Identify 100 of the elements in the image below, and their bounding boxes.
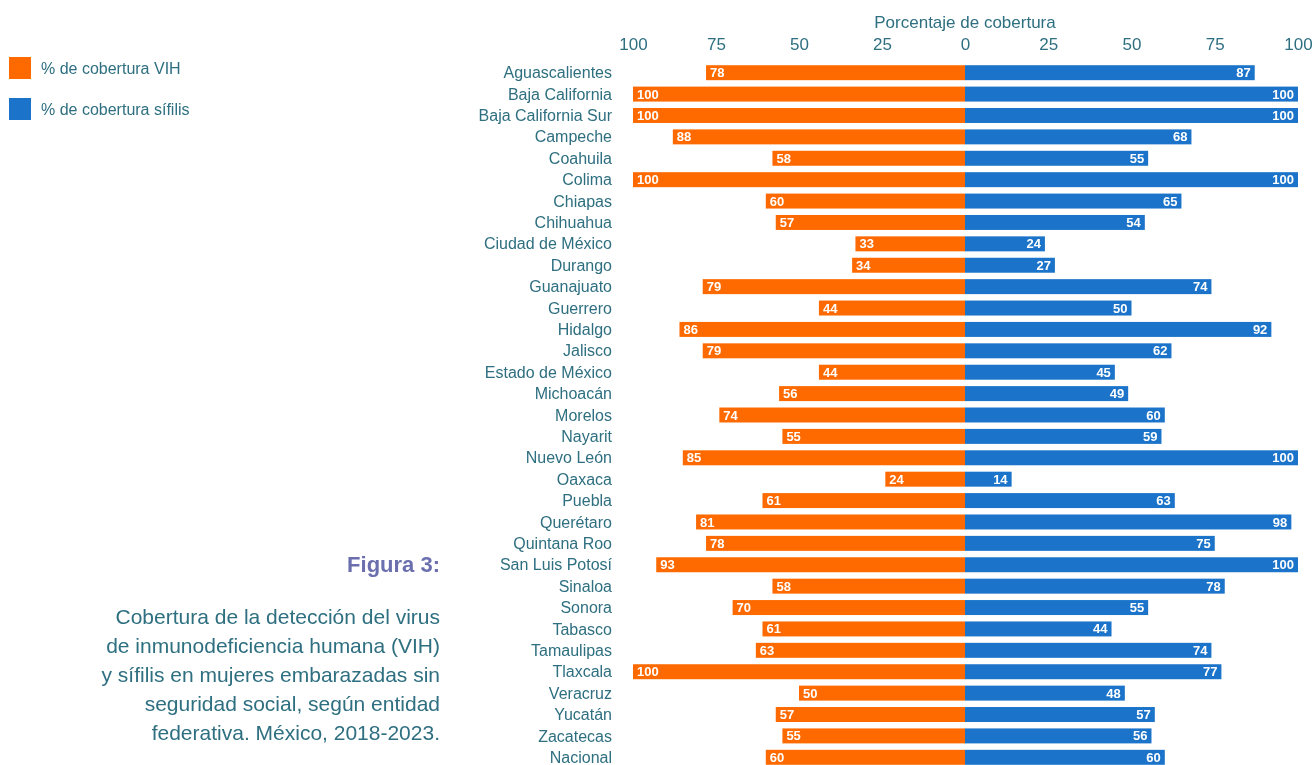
y-tick-label: Veracruz — [548, 684, 612, 702]
data-label: 59 — [1143, 428, 1158, 444]
data-label: 63 — [759, 642, 775, 658]
x-tick-label: 100 — [619, 35, 648, 54]
data-label: 100 — [637, 86, 659, 102]
y-tick-label: Nuevo León — [525, 449, 612, 467]
data-label: 62 — [1152, 343, 1168, 359]
data-label: 57 — [1136, 707, 1151, 723]
data-label: 78 — [1206, 578, 1221, 594]
data-label: 27 — [1036, 257, 1051, 273]
x-tick-label: 0 — [960, 35, 971, 54]
data-label: 70 — [736, 600, 752, 616]
y-tick-label: Sinaloa — [558, 577, 613, 595]
y-tick-label: Tamaulipas — [531, 641, 612, 659]
data-label: 58 — [776, 578, 791, 594]
y-tick-label: Zacatecas — [538, 727, 612, 745]
data-label: 45 — [1096, 364, 1111, 380]
data-label: 65 — [1162, 193, 1178, 209]
data-label: 88 — [676, 129, 692, 145]
data-label: 55 — [1129, 600, 1145, 616]
y-tick-label: Tlaxcala — [552, 663, 613, 681]
y-tick-label: Estado de México — [484, 363, 613, 381]
x-tick-label: 75 — [1205, 35, 1225, 54]
x-tick-label: 75 — [707, 35, 726, 54]
data-label: 56 — [783, 386, 798, 402]
data-label: 58 — [776, 150, 791, 166]
y-tick-label: Hidalgo — [557, 321, 613, 339]
data-label: 68 — [1172, 129, 1188, 145]
data-label: 100 — [1272, 172, 1294, 188]
data-label: 79 — [706, 343, 722, 359]
data-label: 75 — [1196, 535, 1211, 551]
data-label: 77 — [1202, 664, 1218, 680]
data-label: 78 — [710, 535, 725, 551]
y-tick-label: San Luis Potosí — [499, 556, 613, 574]
legend-label: % de cobertura sífilis — [41, 100, 190, 118]
y-tick-label: Guerrero — [547, 299, 613, 317]
data-label: 60 — [769, 749, 785, 765]
y-tick-label: Nacional — [549, 748, 612, 765]
y-tick-label: Querétaro — [539, 513, 613, 531]
data-label: 74 — [1192, 279, 1209, 295]
data-label: 61 — [766, 621, 781, 637]
data-label: 74 — [723, 407, 739, 423]
data-label: 79 — [706, 279, 722, 295]
data-label: 60 — [1146, 407, 1161, 423]
data-label: 78 — [710, 65, 725, 81]
data-label: 50 — [803, 685, 818, 701]
data-label: 55 — [1129, 150, 1145, 166]
data-label: 61 — [766, 493, 781, 509]
y-tick-label: Tabasco — [552, 620, 613, 638]
data-label: 44 — [822, 300, 839, 316]
data-label: 100 — [637, 108, 659, 124]
data-label: 57 — [779, 215, 795, 230]
y-tick-label: Puebla — [562, 492, 613, 510]
data-label: 100 — [1272, 108, 1294, 124]
data-label: 57 — [779, 707, 795, 723]
data-label: 98 — [1272, 514, 1288, 530]
data-label: 24 — [889, 471, 905, 487]
data-label: 60 — [769, 193, 785, 209]
x-tick-label: 25 — [873, 35, 892, 54]
data-label: 44 — [822, 364, 839, 380]
y-tick-label: Chihuahua — [534, 214, 613, 232]
x-axis-title: Porcentaje de cobertura — [874, 13, 1057, 32]
data-label: 100 — [637, 664, 659, 680]
text: Figura 3: — [347, 552, 440, 577]
y-tick-label: Jalisco — [563, 342, 613, 360]
data-label: 14 — [993, 471, 1009, 487]
x-tick-label: 50 — [790, 35, 809, 54]
y-tick-label: Campeche — [534, 128, 613, 146]
data-label: 100 — [1272, 86, 1294, 102]
y-tick-label: Aguascalientes — [503, 64, 612, 82]
data-label: 74 — [1192, 642, 1209, 658]
y-tick-label: Baja California Sur — [478, 107, 613, 125]
data-label: 34 — [856, 257, 872, 273]
x-tick-label: 25 — [1039, 35, 1059, 54]
y-tick-label: Quintana Roo — [513, 534, 613, 552]
y-tick-label: Guanajuato — [529, 278, 613, 296]
y-tick-label: Yucatán — [554, 706, 612, 724]
data-label: 100 — [1272, 450, 1294, 466]
y-tick-label: Ciudad de México — [483, 235, 613, 253]
y-tick-label: Michoacán — [534, 385, 612, 403]
y-tick-label: Durango — [550, 256, 613, 274]
data-label: 56 — [1133, 728, 1148, 744]
y-tick-label: Oaxaca — [556, 470, 613, 488]
data-label: 54 — [1126, 215, 1142, 230]
y-tick-label: Sonora — [560, 599, 613, 617]
data-label: 44 — [1093, 621, 1109, 637]
data-label: 81 — [700, 514, 715, 530]
y-tick-label: Coahuila — [548, 149, 613, 167]
data-label: 100 — [637, 172, 659, 188]
data-label: 92 — [1252, 321, 1268, 337]
x-tick-label: 100 — [1284, 35, 1312, 54]
data-label: 87 — [1236, 65, 1251, 81]
data-label: 85 — [686, 450, 702, 466]
data-label: 55 — [786, 428, 801, 444]
data-label: 24 — [1026, 236, 1042, 252]
data-label: 60 — [1146, 749, 1161, 765]
x-tick-label: 50 — [1122, 35, 1142, 54]
text: Cobertura de la detección del virus de inmunodeficiencia humana (VIH) y sífilis en mujeres embarazadas sin seguridad social, según entidad federativa. México, 2018-2023. — [101, 605, 440, 744]
data-label: 50 — [1113, 300, 1128, 316]
data-label: 93 — [660, 557, 675, 573]
